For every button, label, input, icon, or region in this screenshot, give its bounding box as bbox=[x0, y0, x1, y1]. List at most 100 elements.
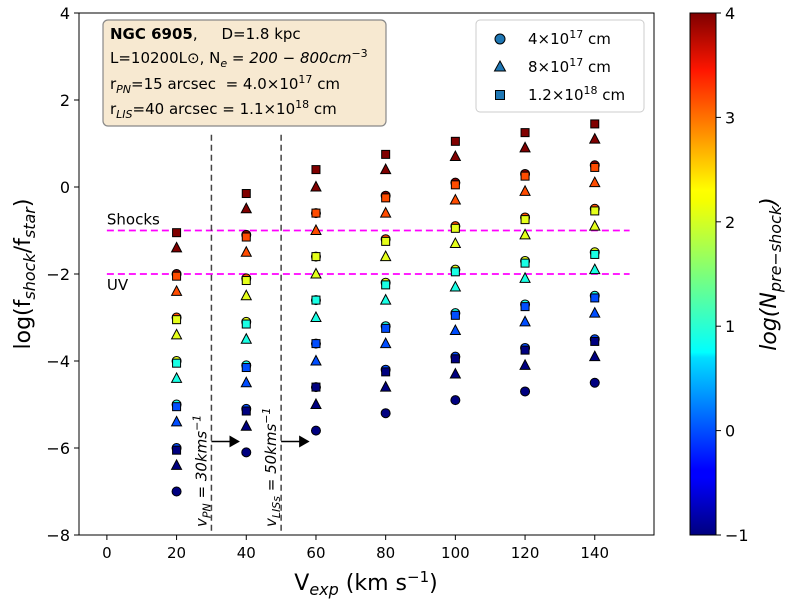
point-triangle-v100-n2 bbox=[449, 236, 462, 249]
x-axis: 0 20 40 60 80 100 120 140 bbox=[102, 535, 609, 562]
point-square-v20-n-1 bbox=[172, 445, 182, 455]
point-square-v100-n2 bbox=[450, 223, 460, 233]
point-triangle-v120-n0 bbox=[519, 315, 531, 327]
point-square-v60-n2 bbox=[311, 252, 321, 262]
vline-label-30: vPN = 30kms−1 bbox=[190, 415, 213, 527]
point-circle-v100-n-1 bbox=[450, 395, 461, 406]
point-triangle-v100-n3 bbox=[449, 193, 462, 205]
x-tick-label-20: 20 bbox=[167, 544, 186, 562]
x-tick-label-80: 80 bbox=[376, 544, 395, 562]
point-square-v80-n2 bbox=[381, 236, 391, 246]
x-tick-label-60: 60 bbox=[306, 544, 325, 562]
point-triangle-v40-n1 bbox=[240, 332, 253, 344]
point-triangle-v20-n0 bbox=[170, 415, 183, 427]
point-square-v60-n4 bbox=[311, 165, 321, 175]
plot-area: Shocks UV vPN = 30kms−1 vLISs = 50kms−1 bbox=[78, 12, 655, 536]
point-square-v100-n4 bbox=[450, 136, 460, 146]
x-tick-label-140: 140 bbox=[580, 544, 609, 562]
point-triangle-v60-n2 bbox=[310, 267, 322, 279]
point-triangle-v140-n0 bbox=[588, 306, 601, 318]
point-circle-v140-n-1 bbox=[589, 377, 600, 388]
info-box-background bbox=[102, 19, 387, 127]
legend-marker-square bbox=[495, 90, 505, 100]
point-square-v140-n0 bbox=[590, 293, 600, 303]
point-square-v120-n3 bbox=[520, 171, 530, 181]
point-triangle-v40-n3 bbox=[240, 245, 253, 257]
y-tick-label-0: 0 bbox=[60, 178, 70, 197]
point-triangle-v120-n1 bbox=[519, 271, 531, 283]
legend-background bbox=[475, 19, 645, 113]
point-circle-v80-n-1 bbox=[380, 408, 391, 419]
point-square-v20-n3 bbox=[172, 271, 182, 281]
reference-vlines: vPN = 30kms−1 vLISs = 50kms−1 bbox=[190, 134, 310, 535]
colorbar: −1 0 1 2 3 4 log(Npre−shock) bbox=[689, 4, 785, 545]
colorbar-tick-label-4: 4 bbox=[725, 4, 735, 23]
point-triangle-v20-n1 bbox=[170, 371, 183, 383]
data-points bbox=[170, 119, 601, 497]
point-triangle-v20-n2 bbox=[170, 328, 183, 340]
legend-label-triangle: 8×1017 cm bbox=[528, 56, 611, 76]
point-triangle-v40-n4 bbox=[240, 202, 253, 214]
point-square-v100-n1 bbox=[450, 267, 460, 277]
colorbar-tick-label-2: 2 bbox=[725, 213, 735, 232]
point-triangle-v120-n2 bbox=[519, 228, 531, 240]
point-triangle-v140-n-1 bbox=[588, 350, 601, 362]
point-square-v20-n0 bbox=[172, 402, 182, 412]
point-square-v120-n1 bbox=[520, 258, 530, 268]
info-box-line-3: rPN=15 arcsec = 4.0×1017 cm bbox=[110, 73, 340, 96]
point-square-v120-n0 bbox=[520, 302, 530, 312]
hline-label-shocks: Shocks bbox=[107, 211, 160, 229]
point-square-v140-n-1 bbox=[590, 336, 600, 346]
point-triangle-v80-n4 bbox=[379, 163, 392, 175]
point-square-v80-n1 bbox=[381, 280, 391, 290]
point-circle-v40-n-1 bbox=[241, 447, 252, 458]
point-triangle-v140-n4 bbox=[588, 132, 601, 144]
reference-hlines: Shocks UV bbox=[106, 211, 630, 294]
point-triangle-v60-n-1 bbox=[310, 397, 322, 409]
point-triangle-v40-n2 bbox=[240, 289, 253, 301]
point-square-v80-n3 bbox=[381, 193, 391, 203]
y-tick-label-2: 2 bbox=[60, 91, 70, 110]
point-triangle-v100-n4 bbox=[449, 149, 462, 162]
colorbar-tick-label-3: 3 bbox=[725, 108, 735, 127]
info-box-line-1: NGC 6905, D=1.8 kpc bbox=[110, 25, 301, 43]
legend-marker-triangle bbox=[493, 59, 507, 72]
point-triangle-v40-n0 bbox=[240, 376, 253, 388]
point-square-v140-n2 bbox=[590, 206, 600, 216]
point-triangle-v20-n3 bbox=[170, 284, 183, 296]
point-square-v140-n4 bbox=[590, 119, 600, 129]
point-square-v40-n1 bbox=[241, 319, 251, 329]
point-triangle-v80-n-1 bbox=[379, 380, 392, 392]
point-triangle-v60-n4 bbox=[310, 180, 322, 192]
point-square-v140-n3 bbox=[590, 162, 600, 172]
colorbar-gradient bbox=[689, 12, 717, 536]
point-triangle-v140-n1 bbox=[588, 263, 601, 275]
point-square-v120-n2 bbox=[520, 215, 530, 225]
y-tick-label--4: −4 bbox=[46, 352, 70, 371]
x-tick-label-120: 120 bbox=[511, 544, 540, 562]
x-tick-label-100: 100 bbox=[441, 544, 470, 562]
x-axis-label: Vexp (km s−1) bbox=[294, 568, 437, 599]
y-tick-label-4: 4 bbox=[60, 4, 70, 23]
point-triangle-v140-n2 bbox=[588, 219, 601, 231]
legend-label-square: 1.2×1018 cm bbox=[528, 84, 625, 104]
y-axis-label: log(fshock/fstar) bbox=[11, 199, 39, 350]
point-triangle-v100-n-1 bbox=[449, 367, 462, 379]
point-square-v80-n4 bbox=[381, 149, 391, 159]
point-square-v120-n4 bbox=[520, 128, 530, 138]
point-triangle-v40-n-1 bbox=[240, 419, 253, 431]
point-circle-v120-n-1 bbox=[520, 386, 531, 397]
point-square-v40-n-1 bbox=[241, 406, 251, 416]
colorbar-label: log(Npre−shock) bbox=[757, 197, 785, 350]
info-box-line-4: rLIS=40 arcsec = 1.1×1018 cm bbox=[110, 98, 337, 121]
vline-label-50: vLISs = 50kms−1 bbox=[260, 407, 283, 527]
info-box-line-2: L=10200L⊙, Ne = 200 − 800cm−3 bbox=[110, 47, 368, 70]
point-triangle-v20-n-1 bbox=[170, 458, 183, 470]
point-triangle-v60-n3 bbox=[310, 223, 322, 235]
legend: 4×1017 cm 8×1017 cm 1.2×1018 cm bbox=[475, 19, 645, 113]
colorbar-tick-label--1: −1 bbox=[725, 526, 749, 545]
point-triangle-v80-n3 bbox=[379, 206, 392, 218]
y-tick-label--2: −2 bbox=[46, 265, 70, 284]
point-triangle-v120-n3 bbox=[519, 184, 531, 196]
